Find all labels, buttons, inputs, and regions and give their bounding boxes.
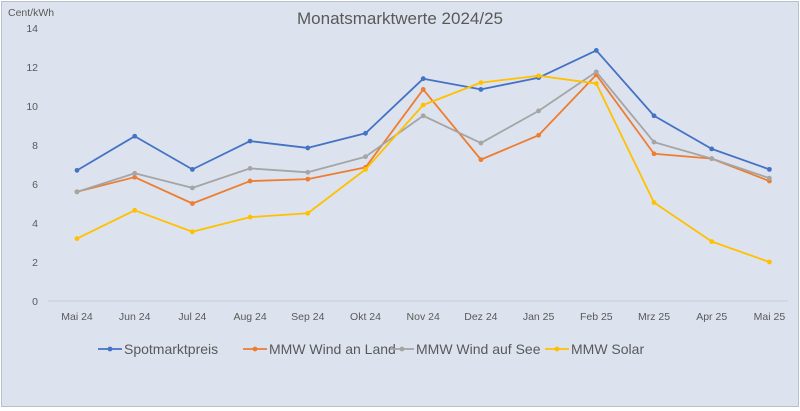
x-tick-label: Jul 24	[178, 311, 206, 323]
x-tick-label: Aug 24	[233, 311, 266, 323]
series-mmw-wind-auf-see	[74, 69, 772, 195]
data-point-mmw-wind-an-land	[247, 178, 253, 184]
x-tick-label: Dez 24	[464, 311, 497, 323]
chart-title: Monatsmarktwerte 2024/25	[297, 9, 503, 28]
data-point-mmw-wind-auf-see	[132, 170, 138, 176]
data-point-mmw-wind-auf-see	[651, 139, 657, 145]
line-chart: Monatsmarktwerte 2024/25 Cent/kWh 0 2 4 6 8 1…	[8, 7, 788, 357]
y-tick-label: 10	[26, 101, 38, 113]
data-point-mmw-solar	[536, 73, 541, 79]
legend-swatch-marker	[252, 346, 258, 352]
data-point-spotmarktpreis	[478, 87, 484, 92]
y-tick-label: 4	[32, 218, 38, 230]
data-point-mmw-wind-an-land	[305, 176, 311, 182]
y-tick-label: 6	[32, 179, 38, 191]
legend-label: Spotmarktpreis	[124, 341, 218, 357]
data-point-mmw-wind-auf-see	[767, 175, 772, 181]
data-point-spotmarktpreis	[651, 113, 657, 119]
data-point-spotmarktpreis	[767, 166, 772, 172]
data-point-mmw-wind-an-land	[651, 151, 657, 157]
x-tick-label: Sep 24	[291, 311, 324, 323]
x-tick-label: Mai 25	[754, 311, 786, 323]
data-point-mmw-wind-auf-see	[74, 189, 80, 195]
series-layer	[74, 48, 772, 265]
x-axis-ticks: Mai 24 Jun 24 Jul 24 Aug 24 Sep 24 Okt 24 Nov …	[61, 311, 785, 323]
legend-label: MMW Wind an Land	[269, 341, 396, 357]
data-point-mmw-solar	[363, 166, 368, 172]
y-tick-label: 12	[26, 62, 38, 74]
legend-swatch-marker	[107, 346, 113, 352]
data-point-spotmarktpreis	[132, 133, 138, 139]
y-tick-label: 0	[32, 296, 38, 308]
legend-item-mmw-wind-auf-see: MMW Wind auf See	[390, 341, 541, 357]
legend: Spotmarktpreis MMW Wind an Land MMW Wind a…	[98, 341, 644, 357]
data-point-spotmarktpreis	[593, 48, 599, 53]
x-tick-label: Okt 24	[350, 311, 381, 323]
x-tick-label: Jan 25	[523, 311, 555, 323]
data-point-mmw-solar	[420, 102, 426, 108]
data-point-spotmarktpreis	[247, 138, 253, 144]
data-point-mmw-solar	[651, 200, 657, 205]
data-point-spotmarktpreis	[74, 167, 80, 173]
legend-item-mmw-solar: MMW Solar	[545, 341, 644, 357]
x-tick-label: Apr 25	[696, 311, 727, 323]
data-point-mmw-wind-auf-see	[593, 69, 599, 75]
legend-label: MMW Wind auf See	[416, 341, 541, 357]
data-point-mmw-wind-an-land	[132, 174, 138, 180]
data-point-mmw-solar	[478, 80, 484, 85]
series-line-spotmarktpreis	[76, 49, 770, 172]
x-tick-label: Jun 24	[119, 311, 151, 323]
legend-item-mmw-wind-an-land: MMW Wind an Land	[243, 341, 396, 357]
data-point-mmw-wind-an-land	[536, 132, 541, 138]
data-point-mmw-solar	[190, 229, 195, 235]
y-tick-label: 14	[26, 23, 38, 35]
x-tick-label: Mai 24	[61, 311, 93, 323]
data-point-spotmarktpreis	[363, 130, 368, 136]
data-point-spotmarktpreis	[709, 146, 715, 152]
x-tick-label: Nov 24	[407, 311, 440, 323]
data-point-mmw-wind-auf-see	[363, 154, 368, 160]
data-point-mmw-wind-auf-see	[709, 156, 715, 162]
data-point-mmw-solar	[247, 214, 253, 220]
x-tick-label: Mrz 25	[638, 311, 670, 323]
series-spotmarktpreis	[74, 48, 772, 173]
data-point-spotmarktpreis	[190, 166, 195, 172]
data-point-mmw-solar	[709, 239, 715, 244]
data-point-mmw-wind-auf-see	[420, 113, 426, 119]
data-point-mmw-wind-auf-see	[536, 108, 541, 114]
data-point-mmw-wind-an-land	[478, 157, 484, 163]
legend-item-spotmarktpreis: Spotmarktpreis	[98, 341, 218, 357]
data-point-mmw-solar	[74, 236, 80, 242]
y-tick-label: 2	[32, 257, 38, 269]
legend-swatch-marker	[399, 346, 405, 352]
legend-swatch-marker	[554, 346, 560, 352]
data-point-mmw-wind-auf-see	[247, 166, 253, 171]
data-point-mmw-wind-an-land	[420, 87, 426, 92]
data-point-spotmarktpreis	[420, 76, 426, 82]
data-point-spotmarktpreis	[305, 145, 311, 151]
y-axis-ticks: 0 2 4 6 8 10 12 14	[26, 23, 38, 308]
x-tick-label: Feb 25	[580, 311, 613, 323]
data-point-mmw-wind-auf-see	[478, 140, 484, 146]
data-point-mmw-solar	[305, 210, 311, 216]
y-tick-label: 8	[32, 140, 38, 152]
data-point-mmw-wind-auf-see	[190, 185, 195, 191]
series-mmw-wind-an-land	[74, 72, 772, 206]
y-axis-label: Cent/kWh	[8, 7, 54, 19]
data-point-mmw-wind-an-land	[190, 201, 195, 206]
data-point-mmw-solar	[132, 207, 138, 213]
series-mmw-solar	[74, 73, 772, 265]
legend-label: MMW Solar	[571, 341, 644, 357]
data-point-mmw-wind-auf-see	[305, 169, 311, 175]
data-point-mmw-solar	[593, 81, 599, 86]
data-point-mmw-solar	[767, 259, 772, 265]
